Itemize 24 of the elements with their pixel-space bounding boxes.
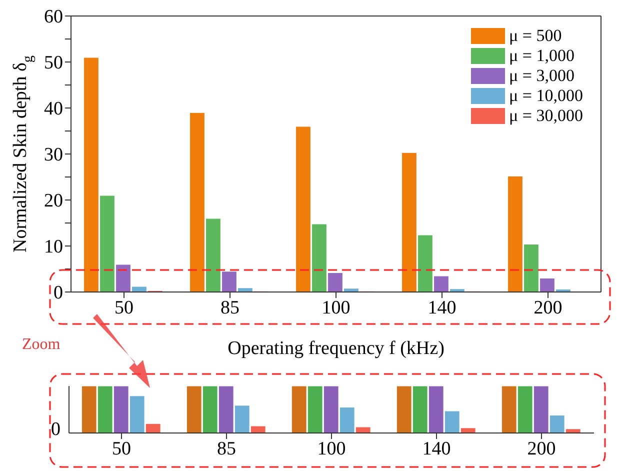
- x-tick-label: 100: [322, 297, 350, 318]
- x-tick-label: 100: [317, 438, 346, 460]
- y-tick-label: 0: [54, 282, 63, 304]
- text: Zoom: [22, 336, 60, 354]
- x-tick-label: 50: [112, 438, 131, 460]
- x-axis-title: Operating frequency f (kHz): [228, 338, 444, 359]
- legend-label: μ = 1,000: [509, 46, 574, 66]
- legend-label: μ = 10,000: [509, 86, 583, 106]
- y-tick-label: 10: [44, 236, 63, 258]
- x-tick-label: 200: [527, 438, 556, 460]
- y-tick-label: 60: [44, 6, 63, 28]
- x-tick-label: 200: [534, 297, 562, 318]
- legend-label: μ = 3,000: [509, 66, 574, 86]
- x-tick-label: 50: [114, 297, 134, 318]
- legend-label: μ = 30,000: [509, 106, 583, 126]
- x-tick-label: 140: [422, 438, 451, 460]
- x-tick-label: 140: [428, 297, 456, 318]
- y-tick-label: 30: [44, 144, 63, 166]
- y-tick-label: 20: [44, 190, 63, 212]
- legend-label: μ = 500: [509, 26, 562, 46]
- x-tick-label: 85: [217, 438, 236, 460]
- y-tick-label: 40: [44, 98, 63, 120]
- y-tick-label: 50: [44, 52, 63, 74]
- x-tick-label: 85: [220, 297, 240, 318]
